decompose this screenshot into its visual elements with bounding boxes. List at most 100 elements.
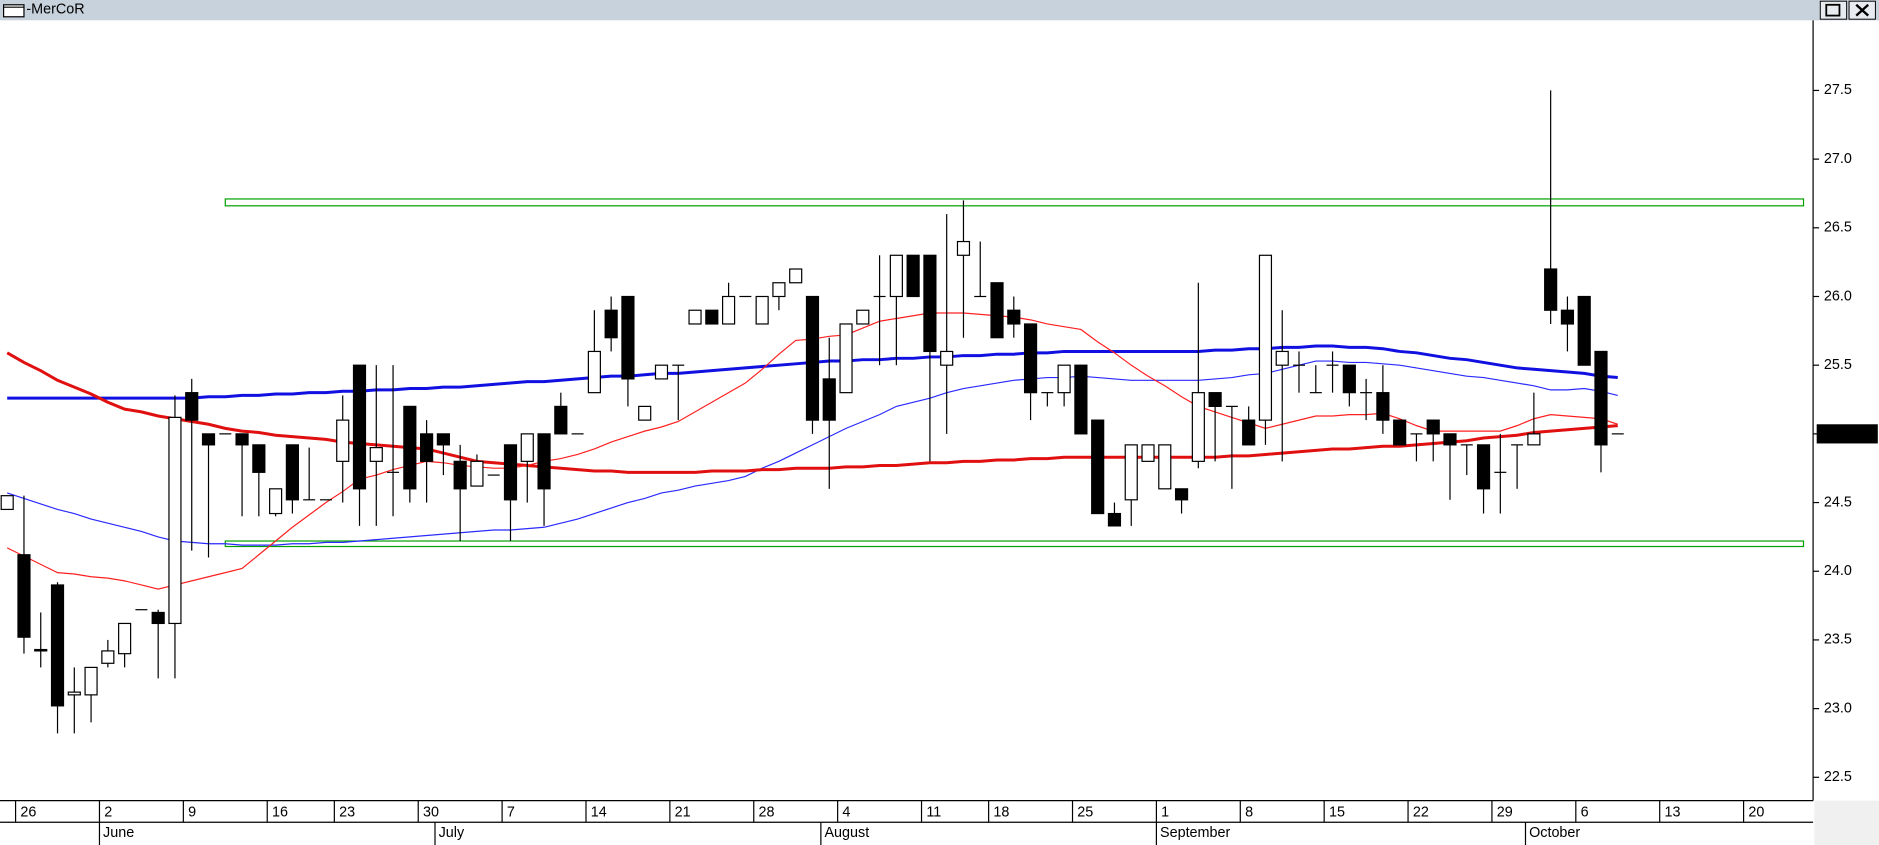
candle-body xyxy=(1376,392,1390,421)
candle-body xyxy=(722,295,736,325)
candle-body xyxy=(336,419,350,462)
candle-body xyxy=(1158,444,1172,490)
candle-body xyxy=(101,650,115,664)
candle-body xyxy=(889,254,903,298)
candle-body xyxy=(604,309,618,339)
candle-body xyxy=(755,295,769,325)
candle-body xyxy=(822,378,836,421)
candle-body xyxy=(453,460,467,490)
candle-body xyxy=(151,611,165,625)
candle-body xyxy=(1124,444,1138,501)
candle-body xyxy=(1476,444,1491,490)
candle-body xyxy=(1527,433,1541,446)
x-tick-label: 8 xyxy=(1245,804,1253,820)
candle-body xyxy=(1191,392,1205,462)
x-tick-label: 25 xyxy=(1077,804,1093,820)
x-tick-label: 18 xyxy=(993,804,1009,820)
y-tick-label: 27.0 xyxy=(1824,151,1852,167)
candle-body xyxy=(856,309,870,325)
candle-body xyxy=(168,416,182,625)
x-tick-label: 23 xyxy=(339,804,355,820)
x-tick-label: 28 xyxy=(759,804,775,820)
window-title: -MerCoR xyxy=(26,1,84,17)
x-tick-label: 20 xyxy=(1748,804,1764,820)
candle-body xyxy=(1594,350,1608,446)
candle-body xyxy=(285,444,299,501)
candle-body xyxy=(705,309,719,325)
candle-body xyxy=(67,691,81,696)
candle-body xyxy=(235,433,249,446)
x-tick-label: 11 xyxy=(926,804,941,820)
close-glyph[interactable] xyxy=(1855,3,1870,17)
title-bar xyxy=(0,0,1879,21)
maximize-glyph[interactable] xyxy=(1825,3,1841,17)
window-icon xyxy=(2,4,25,18)
candle-body xyxy=(0,495,14,511)
x-tick-label: 6 xyxy=(1581,804,1589,820)
month-label: June xyxy=(103,825,134,841)
candle-body xyxy=(688,309,702,325)
month-label: July xyxy=(439,825,465,841)
month-label: September xyxy=(1160,825,1231,841)
last-price-label: 25.00000 xyxy=(1820,425,1875,440)
candle-body xyxy=(940,350,954,366)
candle-body xyxy=(956,240,971,256)
candle-body xyxy=(185,392,199,421)
candle-body xyxy=(1007,309,1021,325)
candle-body xyxy=(269,488,283,515)
candle-body xyxy=(252,444,266,473)
candle-body xyxy=(201,433,216,446)
candle-body xyxy=(990,282,1004,339)
axis-corner xyxy=(1814,800,1879,845)
x-tick-label: 26 xyxy=(20,804,36,820)
candle-body xyxy=(50,584,65,707)
x-tick-label: 30 xyxy=(423,804,439,820)
x-tick-label: 22 xyxy=(1413,804,1429,820)
candle-body xyxy=(1023,323,1038,394)
candle-body xyxy=(1342,364,1356,394)
x-tick-label: 2 xyxy=(104,804,112,820)
candle-body xyxy=(34,648,48,652)
candle-body xyxy=(1577,295,1591,366)
candle-body xyxy=(1242,419,1256,446)
candle-body xyxy=(1141,444,1155,462)
candle-body xyxy=(638,405,652,421)
candle-body xyxy=(1208,392,1222,407)
x-tick-label: 4 xyxy=(842,804,850,820)
candle-body xyxy=(537,433,551,490)
candle-body xyxy=(403,405,417,490)
x-tick-label: 29 xyxy=(1497,804,1513,820)
x-tick-label: 14 xyxy=(591,804,607,820)
y-tick-label: 22.5 xyxy=(1824,769,1852,785)
maximize-button[interactable] xyxy=(1819,0,1848,20)
candle-body xyxy=(369,447,383,462)
moving-average-line xyxy=(7,360,1618,546)
x-tick-label: 21 xyxy=(675,804,691,820)
candle-body xyxy=(805,295,820,421)
candle-body xyxy=(1393,419,1407,446)
candle-body xyxy=(1107,512,1122,527)
candle-body xyxy=(503,444,518,501)
y-tick-label: 24.0 xyxy=(1824,563,1852,579)
candle-body xyxy=(1443,433,1457,446)
y-tick-label: 27.5 xyxy=(1824,82,1852,98)
candle-body xyxy=(839,323,853,394)
month-label: August xyxy=(824,825,869,841)
y-tick-label: 26.0 xyxy=(1824,288,1852,304)
y-tick-label: 24.5 xyxy=(1824,494,1852,510)
candle-body xyxy=(1258,254,1273,421)
candle-body xyxy=(621,295,635,380)
y-tick-label: 23.5 xyxy=(1824,632,1852,648)
candle-body xyxy=(1057,364,1071,394)
candle-body xyxy=(1275,350,1289,366)
candle-body xyxy=(1174,488,1189,501)
y-tick-label: 26.5 xyxy=(1824,220,1852,236)
candle-body xyxy=(436,433,450,446)
candle-body xyxy=(352,364,367,490)
candle-body xyxy=(17,554,31,638)
x-tick-label: 16 xyxy=(272,804,288,820)
close-button[interactable] xyxy=(1848,0,1876,20)
candle-body xyxy=(906,254,920,298)
